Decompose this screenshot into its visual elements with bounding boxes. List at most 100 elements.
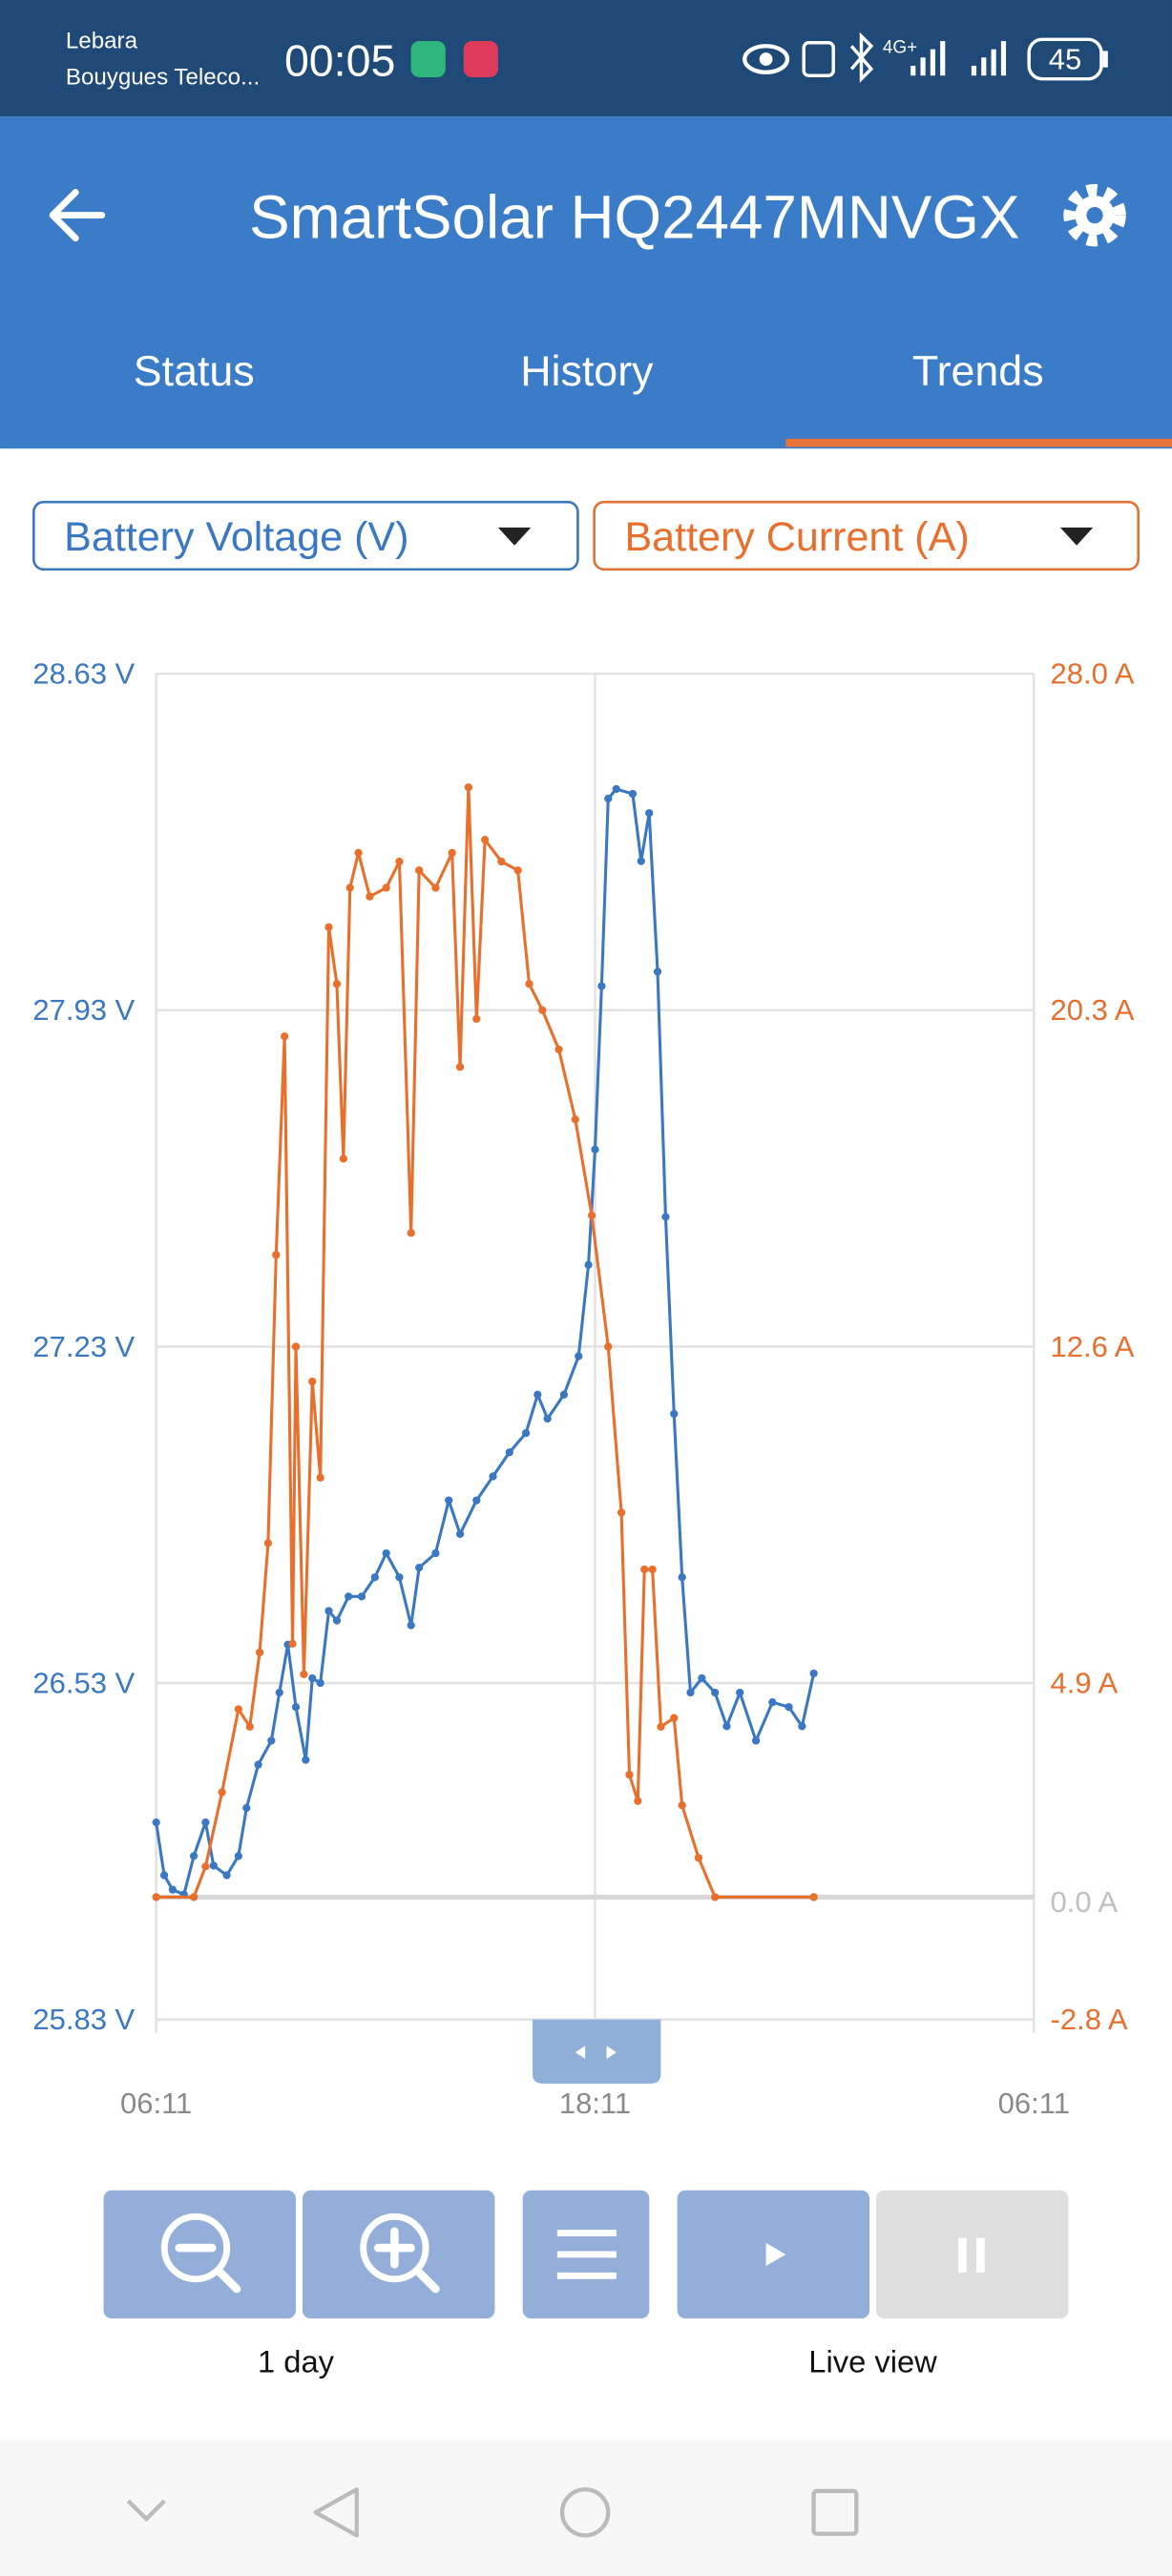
data-point (489, 1472, 497, 1481)
app-bar (0, 116, 1172, 449)
chart: 25.83 V 26.53 V 27.23 V 27.93 V 28.63 V 06:11… (32, 657, 1134, 2120)
battery-icon (1102, 51, 1108, 68)
data-point (575, 1352, 583, 1361)
device-title: SmartSolar HQ2447MNVGX (249, 182, 1019, 251)
app-icon (463, 41, 498, 77)
data-point (785, 1703, 793, 1712)
data-point (591, 1145, 599, 1153)
data-point (538, 1006, 547, 1014)
data-point (415, 1563, 424, 1572)
x-tick-label: 18:11 (559, 2087, 631, 2120)
data-point (245, 1722, 254, 1731)
data-point (497, 857, 506, 866)
nfc-icon (802, 41, 835, 77)
data-point (670, 1714, 679, 1722)
data-point (445, 1496, 453, 1505)
dropdown-label: Battery Voltage (V) (64, 514, 408, 560)
data-point (357, 1592, 366, 1601)
tab-active[interactable]: Trends (912, 347, 1044, 395)
data-point (308, 1673, 317, 1683)
dropdown-label: Battery Current (A) (624, 514, 969, 560)
y-tick-label: 27.93 V (32, 993, 135, 1027)
data-point (637, 857, 645, 865)
data-point (302, 1755, 310, 1764)
zoom-out-button[interactable] (103, 2190, 297, 2319)
data-point (628, 789, 638, 799)
data-point (657, 1722, 665, 1731)
nav-home[interactable] (559, 2487, 611, 2538)
data-point (316, 1678, 324, 1688)
data-point (604, 1342, 613, 1351)
data-point (640, 1565, 649, 1574)
series-line (155, 787, 816, 1897)
menu-button[interactable] (522, 2190, 650, 2319)
data-point (218, 1788, 226, 1797)
data-point (809, 1893, 818, 1901)
data-point (332, 1616, 342, 1625)
live-label: Live view (808, 2343, 937, 2379)
data-point (345, 883, 354, 892)
data-point (722, 1722, 731, 1731)
data-point (366, 892, 374, 901)
y2-tick-label: 12.6 A (1051, 1330, 1135, 1363)
nav-hide[interactable] (126, 2499, 166, 2523)
data-point (263, 1539, 273, 1548)
play-button[interactable] (677, 2190, 870, 2319)
data-point (612, 784, 620, 794)
y2-tick-label: 4.9 A (1051, 1667, 1119, 1700)
y-tick-label: 28.63 V (32, 657, 135, 691)
data-point (275, 1688, 283, 1697)
data-point (653, 967, 662, 976)
data-point (370, 1573, 379, 1582)
x-tick-label: 06:11 (998, 2087, 1070, 2120)
eye-icon (743, 44, 790, 74)
zoom-in-button[interactable] (302, 2190, 495, 2319)
data-point (678, 1573, 686, 1582)
data-point (768, 1698, 777, 1707)
nav-back[interactable] (313, 2487, 359, 2538)
data-point (513, 866, 522, 875)
data-point (525, 980, 534, 988)
data-point (189, 1852, 199, 1860)
data-point (584, 1260, 593, 1269)
app-icon (410, 41, 446, 77)
nav-recents[interactable] (811, 2488, 859, 2536)
nav-bar (0, 2440, 1172, 2576)
dropdown-current[interactable]: Battery Current (A) (593, 500, 1140, 571)
zoom-label: 1 day (258, 2343, 335, 2379)
data-point (505, 1448, 513, 1457)
data-point (678, 1801, 686, 1810)
data-point (152, 1818, 160, 1827)
series-line (156, 785, 814, 1899)
data-point (159, 1871, 169, 1880)
battery-icon (1027, 37, 1103, 81)
dropdown-voltage[interactable]: Battery Voltage (V) (32, 500, 579, 571)
data-point (534, 1390, 542, 1399)
data-point (382, 883, 390, 892)
tab[interactable]: Status (134, 347, 255, 395)
data-point (521, 1428, 531, 1438)
data-point (736, 1688, 744, 1697)
data-point (267, 1736, 276, 1745)
tab[interactable]: History (520, 347, 654, 395)
data-point (431, 1548, 440, 1558)
data-point (152, 1893, 160, 1901)
data-point (645, 809, 654, 818)
data-point (559, 1390, 569, 1399)
clock: 00:05 (284, 36, 395, 86)
carrier: Lebara (66, 29, 138, 54)
pause-button[interactable] (875, 2190, 1069, 2319)
data-point (431, 883, 440, 892)
back-button[interactable] (49, 189, 106, 242)
data-point (617, 1508, 626, 1517)
scroll-handle[interactable] (533, 2019, 661, 2084)
data-point (339, 1154, 347, 1163)
data-point (686, 1688, 695, 1697)
data-point (455, 1063, 465, 1071)
data-point (809, 1669, 818, 1678)
data-point (189, 1893, 199, 1901)
data-point (300, 1670, 308, 1679)
y2-tick-label: -2.8 A (1051, 2003, 1128, 2036)
settings-button[interactable] (1063, 183, 1126, 247)
